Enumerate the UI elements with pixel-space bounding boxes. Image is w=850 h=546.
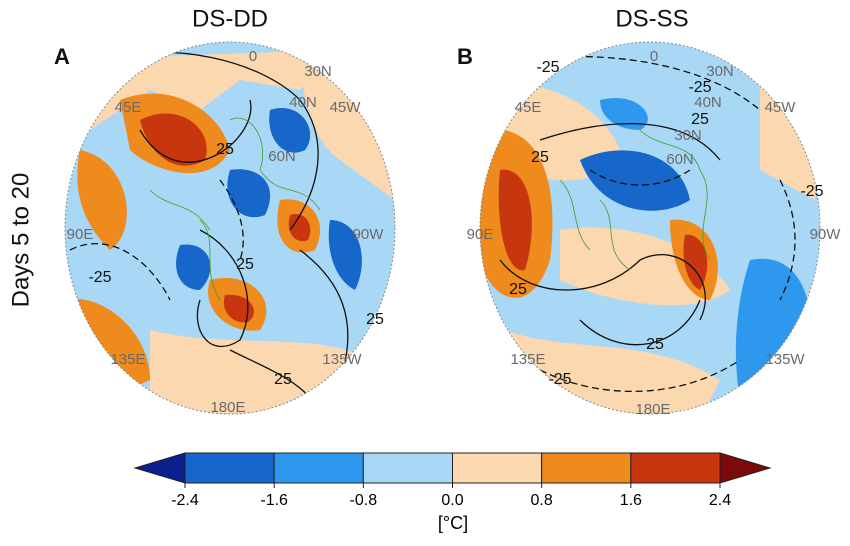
map-label: 45W [765, 99, 797, 116]
contour-label: 25 [509, 281, 527, 298]
map-a [65, 42, 395, 414]
map-label: 135E [510, 351, 545, 368]
contour-label: -25 [800, 183, 823, 200]
map-label: 30N [674, 127, 702, 144]
map-label: 90E [467, 226, 494, 243]
contour-label: 25 [216, 141, 234, 158]
panel-title: DS-SS [615, 5, 688, 32]
contour-label: 25 [366, 311, 384, 328]
colorbar-tick-label: -2.4 [171, 492, 199, 509]
panel-title: DS-DD [192, 5, 268, 32]
row-label: Days 5 to 20 [7, 173, 34, 308]
map-label: 135E [110, 351, 145, 368]
colorbar-tick-label: -0.8 [350, 492, 378, 509]
colorbar-segment [273, 452, 364, 484]
map-label: 180E [210, 399, 245, 416]
map-label: 30N [706, 63, 734, 80]
contour-label: 25 [531, 149, 549, 166]
map-label: 45E [115, 99, 142, 116]
contour-label: -25 [548, 371, 571, 388]
colorbar-tick-label: 1.6 [620, 492, 642, 509]
panel-label: A [54, 44, 70, 69]
colorbar-tick-label: 0.0 [441, 492, 463, 509]
colorbar-segment [184, 452, 275, 484]
contour-label: 25 [236, 256, 254, 273]
contour-label: 25 [691, 111, 709, 128]
panel-label: B [457, 44, 473, 69]
colorbar-label: [°C] [438, 513, 468, 533]
map-label: 135W [765, 351, 805, 368]
map-label: 30N [304, 63, 332, 80]
contour-label: 25 [646, 336, 664, 353]
colorbar-segment [452, 452, 543, 484]
map-label: 40N [694, 94, 722, 111]
map-label: 45E [515, 99, 542, 116]
map-label: 90W [810, 226, 842, 243]
map-label: 60N [666, 151, 694, 168]
map-label: 0 [249, 48, 257, 65]
colorbar-segment [630, 452, 721, 484]
map-b [480, 42, 820, 414]
map-label: 90E [67, 226, 94, 243]
map-label: 45W [330, 99, 362, 116]
contour-label: -25 [536, 59, 559, 76]
colorbar-segment [541, 452, 632, 484]
colorbar-end [133, 452, 186, 484]
contour-label: -25 [88, 269, 111, 286]
colorbar: -2.4 -1.6 -0.8 0.0 0.8 1.6 2.4 [133, 452, 772, 509]
map-label: 40N [289, 94, 317, 111]
map-label: 60N [268, 148, 296, 165]
colorbar-tick-label: -1.6 [260, 492, 288, 509]
colorbar-tick-label: 0.8 [531, 492, 553, 509]
colorbar-tick-label: 2.4 [709, 492, 731, 509]
colorbar-segment [362, 452, 454, 484]
contour-label: 25 [274, 371, 292, 388]
map-label: 0 [650, 48, 658, 65]
map-label: 90W [353, 226, 385, 243]
colorbar-end [719, 452, 772, 484]
map-label: 180E [635, 401, 670, 418]
map-label: 135W [322, 351, 362, 368]
contour-label: -25 [688, 79, 711, 96]
